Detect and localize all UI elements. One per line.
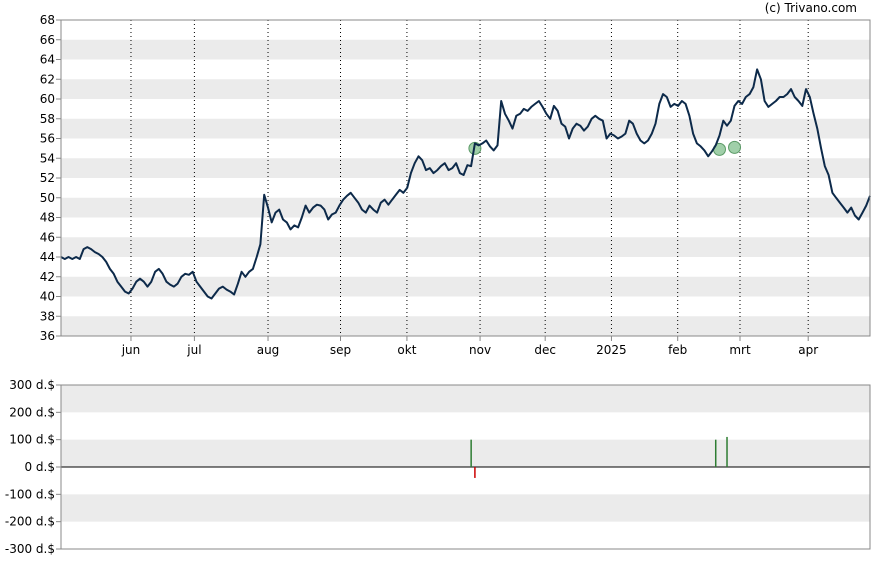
x-tick-label: 2025 (596, 343, 627, 357)
y-tick-label: 42 (40, 270, 55, 284)
x-tick-label: feb (668, 343, 687, 357)
y-tick-label: 66 (40, 33, 55, 47)
x-tick-label: jul (186, 343, 201, 357)
y-tick-label: 0 d.$ (24, 460, 55, 474)
main-grid-bands (61, 39, 870, 336)
grid-band (61, 316, 870, 336)
x-tick-label: dec (534, 343, 556, 357)
y-tick-label: 54 (40, 151, 55, 165)
grid-band (61, 39, 870, 60)
y-tick-label: 62 (40, 72, 55, 86)
y-tick-label: -100 d.$ (5, 487, 55, 501)
y-tick-label: 52 (40, 171, 55, 185)
x-tick-label: aug (257, 343, 280, 357)
grid-band (61, 79, 870, 99)
main-x-axis: jun jul aug sep okt nov dec 2025 feb mrt apr (121, 336, 818, 357)
y-tick-label: 58 (40, 112, 55, 126)
y-tick-label: 38 (40, 309, 55, 323)
y-tick-label: 48 (40, 211, 55, 225)
y-tick-label: 60 (40, 92, 55, 106)
signal-markers (468, 140, 742, 156)
x-tick-label: nov (469, 343, 491, 357)
grid-band (61, 276, 870, 297)
price-line (60, 68, 871, 300)
grid-band (61, 439, 870, 467)
grid-band (61, 494, 870, 522)
y-tick-label: 100 d.$ (9, 433, 55, 447)
x-tick-label: mrt (729, 343, 751, 357)
main-plot-frame (60, 19, 871, 337)
grid-band (61, 237, 870, 257)
y-tick-label: -300 d.$ (5, 542, 55, 556)
x-tick-label: okt (397, 343, 416, 357)
signal-marker (728, 140, 742, 154)
main-y-axis: 36 38 40 42 44 46 48 50 52 54 56 58 60 62 64 66 68 (40, 13, 61, 343)
y-tick-label: 44 (40, 250, 55, 264)
x-tick-label: sep (330, 343, 351, 357)
grid-band (61, 385, 870, 413)
y-tick-label: 64 (40, 53, 55, 67)
price-series (60, 68, 871, 300)
y-tick-label: 36 (40, 329, 55, 343)
volume-grid-bands (61, 385, 870, 522)
volume-bars (470, 436, 728, 478)
volume-y-axis: 300 d.$ 200 d.$ 100 d.$ 0 d.$ -100 d.$ -200 d… (5, 378, 61, 556)
x-tick-label: jun (121, 343, 141, 357)
y-tick-label: 68 (40, 13, 55, 27)
y-tick-label: 200 d.$ (9, 405, 55, 419)
y-tick-label: 50 (40, 191, 55, 205)
grid-band (61, 197, 870, 218)
grid-band (61, 118, 870, 139)
volume-plot-frame (60, 384, 871, 550)
y-tick-label: 300 d.$ (9, 378, 55, 392)
y-tick-label: 56 (40, 132, 55, 146)
credit-label: (c) Trivano.com (765, 1, 857, 15)
y-tick-label: 46 (40, 230, 55, 244)
x-tick-label: apr (798, 343, 818, 357)
main-vertical-gridlines (130, 20, 809, 336)
y-tick-label: 40 (40, 290, 55, 304)
y-tick-label: -200 d.$ (5, 515, 55, 529)
